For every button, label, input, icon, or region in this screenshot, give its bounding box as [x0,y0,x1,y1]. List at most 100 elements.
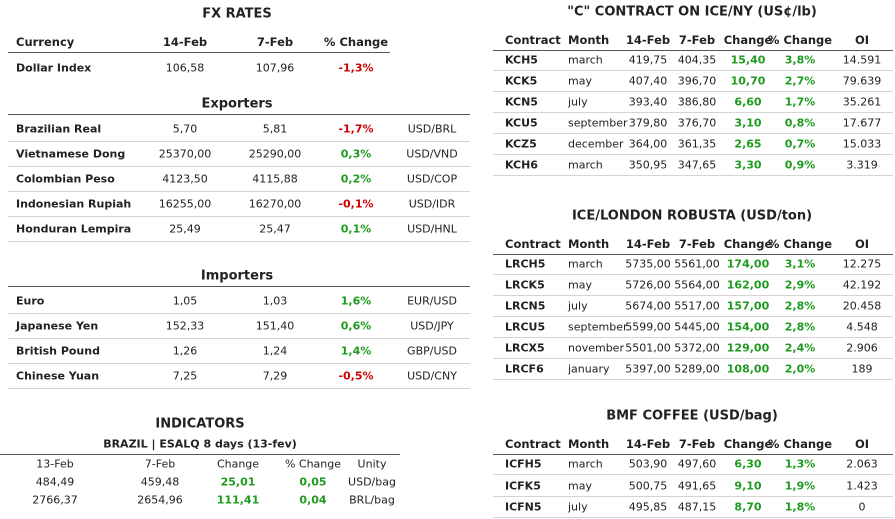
rule [8,191,470,192]
cell: 3.319 [846,158,878,172]
cell: 396,70 [677,74,717,88]
cell: 2,9% [784,278,816,292]
cell: 157,00 [726,299,770,313]
cell: Indonesian Rupiah [16,197,132,211]
cell: 1,03 [262,294,288,308]
section-title: ICE/LONDON ROBUSTA (USD/ton) [571,208,813,224]
cell: 497,60 [677,457,717,471]
cell: 10,70 [730,74,766,88]
section-title: INDICATORS [155,416,245,432]
cell: 25,01 [220,475,256,489]
cell: 5599,00 [625,320,671,334]
cell: LRCK5 [505,278,545,292]
cell: 16270,00 [248,197,302,211]
cell: 2,4% [784,341,816,355]
cell: 174,00 [726,257,770,271]
cell: Honduran Lempira [16,222,132,236]
rule [493,274,893,275]
cell: -0,5% [338,369,374,383]
cell: 25290,00 [248,147,302,161]
cell: 15.033 [842,137,882,151]
cell: 5289,00 [674,362,720,376]
rule [493,50,893,51]
cell: USD/IDR [408,197,456,211]
cell: 6,30 [734,457,762,471]
cell: 25,47 [259,222,291,236]
cell: 4.548 [846,320,878,334]
subtitle: BRAZIL | ESALQ 8 days (13-fev) [103,437,297,451]
cell: 459,48 [140,475,180,489]
cell: december [568,137,624,151]
cell: ICFK5 [505,479,541,492]
group-title: Importers [200,268,274,284]
column-header: Month [568,237,610,251]
cell: 350,95 [628,158,668,172]
column-header: 7-Feb [144,457,176,471]
cell: 376,70 [677,116,717,130]
column-header: Change [723,237,773,251]
column-header: % Change [767,437,833,451]
column-header: 13-Feb [36,457,74,471]
cell: -1,3% [338,61,374,75]
rule [8,166,470,167]
cell: 5674,00 [625,299,671,313]
cell: 2766,37 [32,493,78,507]
cell: Chinese Yuan [16,369,100,383]
rule [493,495,893,497]
column-header: % Change [767,33,833,47]
rule [0,454,400,455]
cell: KCZ5 [505,137,537,151]
rule [493,474,893,475]
cell: KCN5 [505,95,538,109]
rule [493,91,893,92]
cell: 404,35 [677,53,717,67]
cell: march [568,457,603,471]
cell: ICFH5 [505,457,542,471]
cell: 419,75 [628,53,668,67]
cell: 1.423 [846,479,878,492]
cell: LRCN5 [505,299,546,313]
cell: may [568,74,592,88]
column-header: 7-Feb [256,35,294,49]
rule [493,337,893,338]
cell: 151,40 [255,319,295,333]
cell: 12.275 [842,257,882,271]
rule [8,388,470,389]
cell: Euro [16,294,45,308]
rule [8,363,470,364]
cell: 8,70 [734,500,762,514]
cell: 0,9% [784,158,816,172]
column-header: Unity [357,457,387,471]
cell: LRCF6 [505,362,544,376]
cell: 0,6% [340,319,372,333]
cell: may [568,278,592,292]
cell: 361,35 [677,137,717,151]
cell: 0,7% [784,137,816,151]
cell: 2,0% [784,362,816,376]
cell: 9,10 [734,479,762,492]
cell: 2654,96 [137,493,183,507]
cell: 25,49 [169,222,201,236]
cell: march [568,257,603,271]
cell: 0,2% [340,172,372,186]
cell: 491,65 [677,479,717,492]
cell: 364,00 [628,137,668,151]
rule [493,175,893,176]
column-header: Change [723,437,773,451]
cell: january [568,362,610,376]
column-header: Currency [16,35,75,49]
cell: USD/bag [348,475,396,489]
cell: 0,3% [340,147,372,161]
cell: 107,96 [255,61,295,75]
column-header: Contract [505,33,561,47]
column-header: Month [568,437,610,451]
cell: november [568,341,624,355]
cell: Colombian Peso [16,172,115,186]
column-header: % Change [767,237,833,251]
cell: 5372,00 [674,341,720,355]
cell: 5501,00 [625,341,671,355]
cell: 5561,00 [674,257,720,271]
rule [8,286,470,287]
cell: -0,1% [338,197,374,211]
